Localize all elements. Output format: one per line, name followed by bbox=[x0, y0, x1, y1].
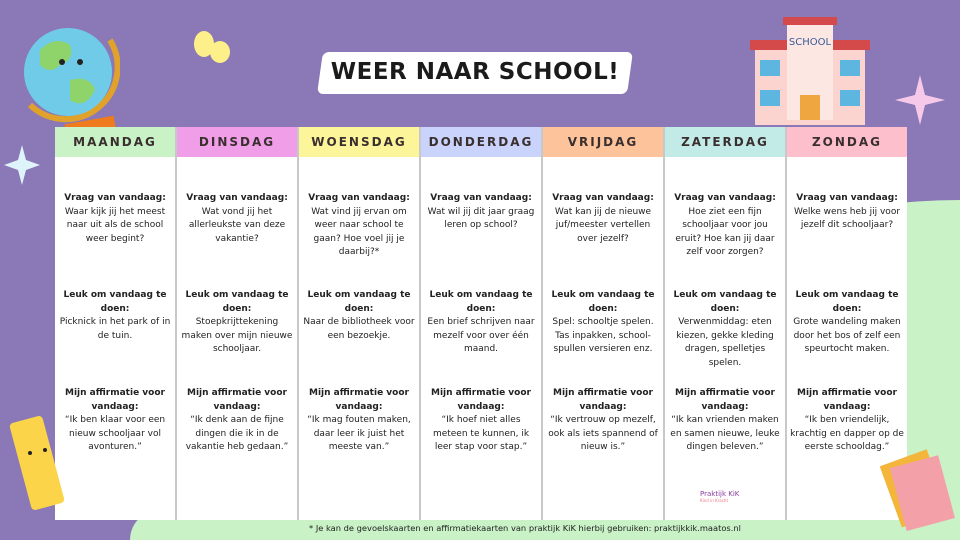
question-label: Vraag van vandaag: bbox=[796, 193, 898, 203]
question-label: Vraag van vandaag: bbox=[674, 193, 776, 203]
day-column-maandag: MAANDAG Vraag van vandaag: Waar kijk jij … bbox=[55, 127, 177, 520]
question-label: Vraag van vandaag: bbox=[186, 193, 288, 203]
school-sign: SCHOOL bbox=[789, 37, 832, 48]
affirmation-label: Mijn affirmatie voor vandaag: bbox=[797, 388, 897, 412]
affirmation-text: “Ik vertrouw op mezelf, ook als iets spa… bbox=[548, 415, 658, 452]
day-header: ZONDAG bbox=[787, 127, 907, 157]
activity-label: Leuk om vandaag te doen: bbox=[429, 290, 533, 314]
activity-section: Leuk om vandaag te doen: Naar de biblioth… bbox=[299, 289, 419, 343]
affirmation-label: Mijn affirmatie voor vandaag: bbox=[553, 388, 653, 412]
affirmation-label: Mijn affirmatie voor vandaag: bbox=[431, 388, 531, 412]
activity-section: Leuk om vandaag te doen: Spel: schooltje … bbox=[543, 289, 663, 357]
day-column-vrijdag: VRIJDAG Vraag van vandaag: Wat kan jij de… bbox=[543, 127, 665, 520]
affirmation-label: Mijn affirmatie voor vandaag: bbox=[675, 388, 775, 412]
affirmation-text: “Ik kan vrienden maken en samen nieuwe, … bbox=[670, 415, 780, 452]
footer-note: * Je kan de gevoelskaarten en affirmatie… bbox=[309, 523, 741, 533]
affirmation-text: “Ik denk aan de fijne dingen die ik in d… bbox=[185, 415, 289, 452]
question-text: Wat kan jij de nieuwe juf/meester vertel… bbox=[554, 206, 652, 244]
activity-section: Leuk om vandaag te doen: Grote wandeling … bbox=[787, 289, 907, 357]
week-table: MAANDAG Vraag van vandaag: Waar kijk jij … bbox=[55, 127, 907, 520]
school-building-icon: SCHOOL bbox=[750, 17, 870, 125]
activity-label: Leuk om vandaag te doen: bbox=[63, 290, 167, 314]
notebook-icon bbox=[880, 449, 955, 531]
affirmation-section: Mijn affirmatie voor vandaag: “Ik kan vri… bbox=[665, 387, 785, 455]
logo-tagline: Kind in Kracht bbox=[700, 498, 729, 503]
activity-section: Leuk om vandaag te doen: Een brief schrij… bbox=[421, 289, 541, 357]
activity-text: Stoepkrijttekening maken over mijn nieuw… bbox=[181, 317, 293, 354]
question-section: Vraag van vandaag: Wat vond jij het aller… bbox=[177, 192, 297, 246]
question-text: Waar kijk jij het meest naar uit als de … bbox=[64, 206, 166, 244]
day-column-donderdag: DONDERDAG Vraag van vandaag: Wat wil jij … bbox=[421, 127, 543, 520]
question-label: Vraag van vandaag: bbox=[308, 193, 410, 203]
question-text: Hoe ziet een fijn schooljaar voor jou er… bbox=[675, 206, 775, 258]
affirmation-label: Mijn affirmatie voor vandaag: bbox=[65, 388, 165, 412]
day-header: VRIJDAG bbox=[543, 127, 663, 157]
affirmation-section: Mijn affirmatie voor vandaag: “Ik denk aa… bbox=[177, 387, 297, 455]
affirmation-text: “Ik ben vriendelijk, krachtig en dapper … bbox=[790, 415, 904, 452]
activity-section: Leuk om vandaag te doen: Picknick in het … bbox=[55, 289, 175, 343]
question-section: Vraag van vandaag: Waar kijk jij het mees… bbox=[55, 192, 175, 246]
logo-name: Praktijk KiK bbox=[700, 490, 740, 498]
question-label: Vraag van vandaag: bbox=[64, 193, 166, 203]
activity-section: Leuk om vandaag te doen: Verwenmiddag: et… bbox=[665, 289, 785, 370]
day-header: DINSDAG bbox=[177, 127, 297, 157]
day-column-zaterdag: ZATERDAG Vraag van vandaag: Hoe ziet een … bbox=[665, 127, 787, 520]
activity-label: Leuk om vandaag te doen: bbox=[307, 290, 411, 314]
question-section: Vraag van vandaag: Wat wil jij dit jaar g… bbox=[421, 192, 541, 233]
question-label: Vraag van vandaag: bbox=[552, 193, 654, 203]
question-text: Wat vond jij het allerleukste van deze v… bbox=[188, 206, 286, 244]
activity-label: Leuk om vandaag te doen: bbox=[795, 290, 899, 314]
activity-label: Leuk om vandaag te doen: bbox=[551, 290, 655, 314]
question-text: Wat wil jij dit jaar graag leren op scho… bbox=[427, 206, 535, 231]
affirmation-label: Mijn affirmatie voor vandaag: bbox=[187, 388, 287, 412]
praktijk-kik-logo: Praktijk KiK Kind in Kracht bbox=[700, 490, 739, 503]
sparkle-icon bbox=[4, 145, 40, 185]
activity-label: Leuk om vandaag te doen: bbox=[673, 290, 777, 314]
affirmation-section: Mijn affirmatie voor vandaag: “Ik ben vri… bbox=[787, 387, 907, 455]
activity-label: Leuk om vandaag te doen: bbox=[185, 290, 289, 314]
day-column-zondag: ZONDAG Vraag van vandaag: Welke wens heb … bbox=[787, 127, 907, 520]
question-section: Vraag van vandaag: Wat vind jij ervan om … bbox=[299, 192, 419, 260]
affirmation-section: Mijn affirmatie voor vandaag: “Ik mag fou… bbox=[299, 387, 419, 455]
question-text: Wat vind jij ervan om weer naar school t… bbox=[311, 206, 407, 258]
affirmation-text: “Ik hoef niet alles meteen te kunnen, ik… bbox=[432, 415, 530, 452]
affirmation-section: Mijn affirmatie voor vandaag: “Ik ben kla… bbox=[55, 387, 175, 455]
affirmation-section: Mijn affirmatie voor vandaag: “Ik hoef ni… bbox=[421, 387, 541, 455]
page-title: WEER NAAR SCHOOL! bbox=[330, 59, 620, 85]
title-banner: WEER NAAR SCHOOL! bbox=[317, 48, 633, 98]
butterfly-icon bbox=[194, 31, 230, 63]
day-header: MAANDAG bbox=[55, 127, 175, 157]
activity-text: Spel: schooltje spelen. Tas inpakken, sc… bbox=[552, 317, 654, 354]
question-section: Vraag van vandaag: Welke wens heb jij voo… bbox=[787, 192, 907, 233]
question-text: Welke wens heb jij voor jezelf dit schoo… bbox=[793, 206, 901, 231]
day-column-dinsdag: DINSDAG Vraag van vandaag: Wat vond jij h… bbox=[177, 127, 299, 520]
activity-text: Verwenmiddag: eten kiezen, gekke kleding… bbox=[676, 317, 774, 368]
activity-section: Leuk om vandaag te doen: Stoepkrijttekeni… bbox=[177, 289, 297, 357]
pencil-character-icon bbox=[9, 416, 65, 510]
day-header: ZATERDAG bbox=[665, 127, 785, 157]
day-header: WOENSDAG bbox=[299, 127, 419, 157]
activity-text: Picknick in het park of in de tuin. bbox=[59, 317, 171, 341]
activity-text: Een brief schrijven naar mezelf voor ove… bbox=[427, 317, 535, 354]
day-column-woensdag: WOENSDAG Vraag van vandaag: Wat vind jij … bbox=[299, 127, 421, 520]
affirmation-label: Mijn affirmatie voor vandaag: bbox=[309, 388, 409, 412]
globe-icon bbox=[24, 28, 120, 137]
question-label: Vraag van vandaag: bbox=[430, 193, 532, 203]
affirmation-section: Mijn affirmatie voor vandaag: “Ik vertrou… bbox=[543, 387, 663, 455]
sparkle-icon bbox=[895, 75, 945, 125]
question-section: Vraag van vandaag: Hoe ziet een fijn scho… bbox=[665, 192, 785, 260]
day-header: DONDERDAG bbox=[421, 127, 541, 157]
activity-text: Grote wandeling maken door het bos of ze… bbox=[793, 317, 901, 354]
question-section: Vraag van vandaag: Wat kan jij de nieuwe … bbox=[543, 192, 663, 246]
affirmation-text: “Ik mag fouten maken, daar leer ik juist… bbox=[307, 415, 411, 452]
affirmation-text: “Ik ben klaar voor een nieuw schooljaar … bbox=[64, 415, 166, 452]
activity-text: Naar de bibliotheek voor een bezoekje. bbox=[303, 317, 415, 341]
